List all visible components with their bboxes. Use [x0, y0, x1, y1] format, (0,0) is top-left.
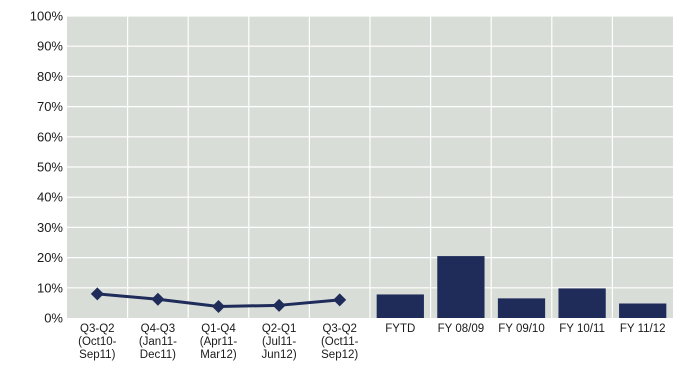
y-tick-label: 20% [37, 250, 63, 265]
y-tick-label: 70% [37, 99, 63, 114]
y-tick-label: 90% [37, 39, 63, 54]
x-tick-label: FY 11/12 [620, 323, 666, 335]
bar [558, 288, 606, 318]
y-tick-label: 10% [37, 280, 63, 295]
bar [619, 303, 667, 318]
line-point [90, 287, 104, 301]
y-tick-label: 80% [37, 69, 63, 84]
x-tick-label: FY 08/09 [438, 323, 484, 335]
bar-series [376, 256, 667, 318]
y-axis: 0% 10% 20% 30% 40% 50% 60% 70% 80% 90% 100% [30, 9, 64, 326]
y-tick-label: 60% [37, 129, 63, 144]
x-tick-label: FYTD [385, 323, 415, 335]
y-tick-label: 30% [37, 220, 63, 235]
x-tick-label: Q3-Q2 (Oct10-Sep11) [78, 323, 117, 361]
x-tick-label: Q3-Q2 (Oct11-Sep12) [321, 323, 359, 361]
x-tick-label: FY 09/10 [498, 323, 544, 335]
x-tick-label: Q4-Q3 (Jan11-Dec11) [139, 323, 177, 361]
grid-lines [67, 15, 673, 318]
y-tick-label: 40% [37, 190, 63, 205]
bar [437, 256, 485, 318]
bar [497, 298, 546, 318]
x-tick-label: Q1-Q4 (Apr11-Mar12) [200, 323, 238, 361]
line-point [151, 292, 165, 306]
line-point [272, 298, 286, 312]
line-point [333, 293, 347, 307]
bar [376, 294, 424, 318]
y-tick-label: 0% [44, 311, 63, 326]
y-tick-label: 50% [37, 160, 63, 175]
x-tick-label: Q2-Q1 (Jul11-Jun12) [262, 323, 297, 361]
line-series [90, 287, 347, 314]
y-tick-label: 100% [30, 9, 64, 24]
line-point [212, 300, 225, 314]
x-axis: Q3-Q2 (Oct10-Sep11) Q4-Q3 (Jan11-Dec11) Q1-Q… [78, 323, 665, 361]
x-tick-label: FY 10/11 [559, 323, 605, 335]
